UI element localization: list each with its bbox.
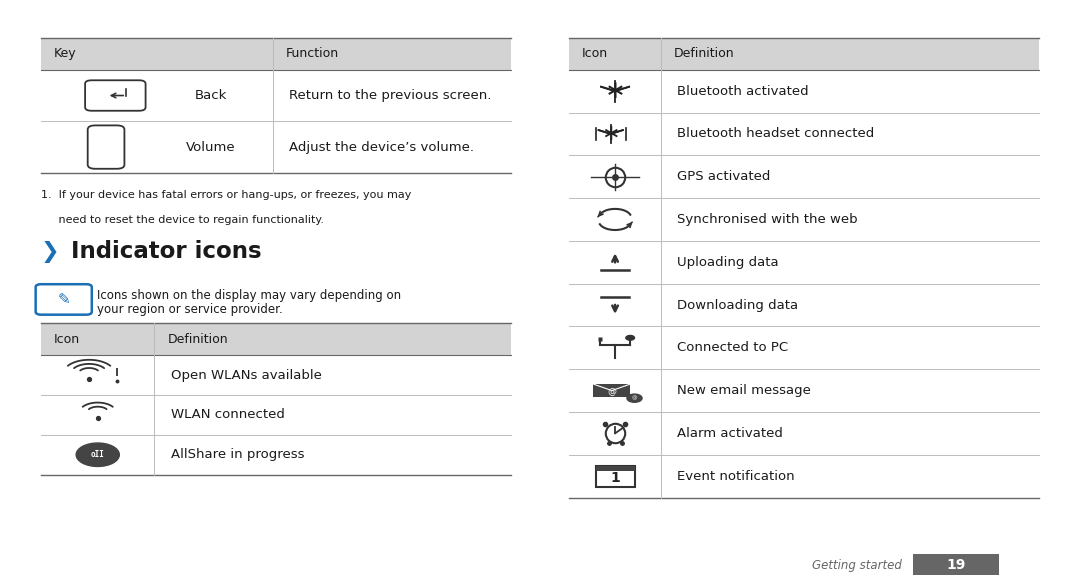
Text: Definition: Definition	[167, 333, 228, 346]
Text: 1.  If your device has fatal errors or hang-ups, or freezes, you may: 1. If your device has fatal errors or ha…	[41, 190, 411, 200]
Bar	[41, 323, 511, 355]
Bar	[596, 465, 635, 486]
Text: Event notification: Event notification	[677, 469, 795, 483]
Text: oII: oII	[91, 450, 105, 459]
Text: WLAN connected: WLAN connected	[171, 408, 284, 421]
Text: Icons shown on the display may vary depending on: Icons shown on the display may vary depe…	[97, 289, 402, 302]
Text: Function: Function	[286, 47, 339, 60]
Bar	[596, 465, 635, 471]
Text: Adjust the device’s volume.: Adjust the device’s volume.	[289, 141, 474, 154]
Bar	[594, 384, 631, 397]
Text: Indicator icons: Indicator icons	[71, 240, 262, 264]
Text: Downloading data: Downloading data	[677, 298, 798, 312]
FancyBboxPatch shape	[36, 284, 92, 315]
Text: 19: 19	[946, 558, 966, 572]
Circle shape	[626, 335, 635, 340]
Text: Volume: Volume	[186, 141, 235, 154]
Text: ∗: ∗	[605, 79, 625, 103]
Text: ❯: ❯	[41, 241, 59, 263]
Bar	[569, 38, 1039, 70]
FancyBboxPatch shape	[87, 125, 124, 169]
Bar	[41, 38, 511, 70]
Text: @: @	[632, 396, 637, 401]
Text: Bluetooth headset connected: Bluetooth headset connected	[677, 127, 875, 141]
Text: Open WLANs available: Open WLANs available	[171, 369, 322, 381]
Text: New email message: New email message	[677, 384, 811, 397]
Text: GPS activated: GPS activated	[677, 170, 770, 183]
Text: Synchronised with the web: Synchronised with the web	[677, 213, 858, 226]
Text: Getting started: Getting started	[812, 559, 902, 572]
Text: Alarm activated: Alarm activated	[677, 427, 783, 440]
Text: need to reset the device to regain functionality.: need to reset the device to regain funct…	[41, 215, 324, 225]
Text: ✎: ✎	[57, 292, 70, 307]
FancyBboxPatch shape	[85, 80, 146, 111]
Text: your region or service provider.: your region or service provider.	[97, 303, 283, 316]
Text: Definition: Definition	[674, 47, 734, 60]
Text: Connected to PC: Connected to PC	[677, 341, 788, 355]
Text: Key: Key	[54, 47, 77, 60]
Text: 1: 1	[610, 472, 620, 485]
Text: Icon: Icon	[582, 47, 608, 60]
Text: Return to the previous screen.: Return to the previous screen.	[289, 89, 491, 102]
Text: Icon: Icon	[54, 333, 80, 346]
Text: Bluetooth activated: Bluetooth activated	[677, 84, 809, 98]
Circle shape	[627, 394, 642, 402]
Text: @: @	[607, 387, 617, 396]
Circle shape	[76, 443, 119, 466]
Text: ∗: ∗	[602, 124, 620, 144]
Text: Uploading data: Uploading data	[677, 255, 779, 269]
Bar	[913, 554, 999, 575]
Text: AllShare in progress: AllShare in progress	[171, 448, 305, 461]
Text: Back: Back	[194, 89, 227, 102]
